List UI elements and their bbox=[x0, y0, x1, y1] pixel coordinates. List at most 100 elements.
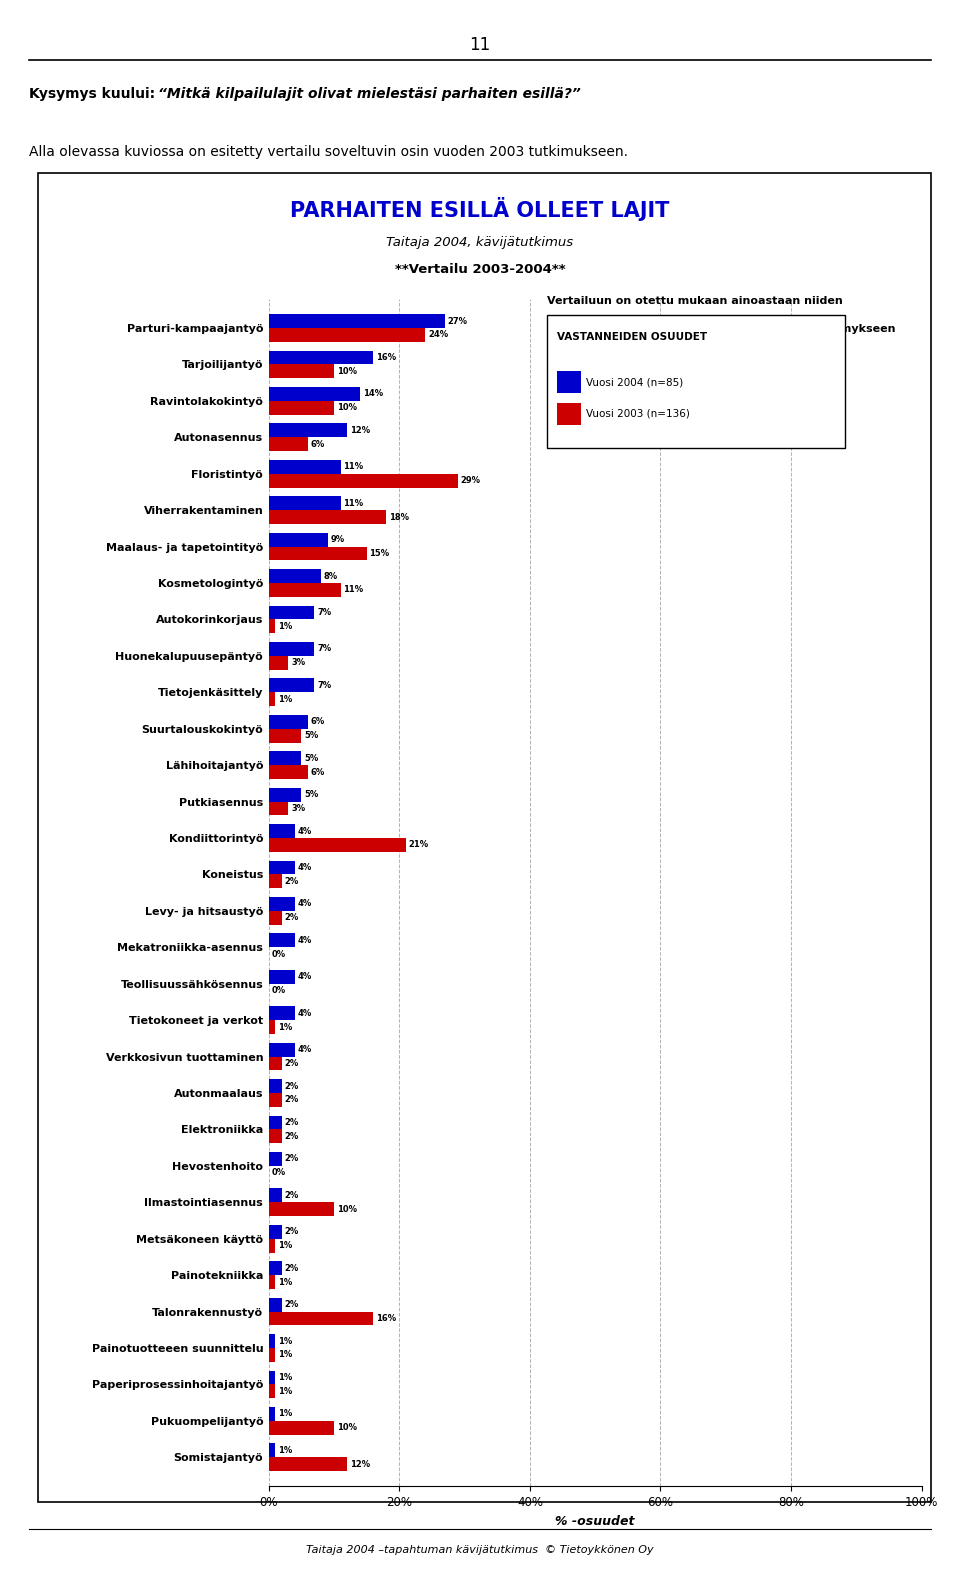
Text: 12%: 12% bbox=[349, 1460, 370, 1469]
Bar bbox=[269, 533, 327, 546]
Bar bbox=[269, 1420, 334, 1435]
Text: 1%: 1% bbox=[278, 1409, 292, 1419]
Bar bbox=[269, 329, 425, 341]
Bar bbox=[269, 678, 315, 692]
Text: Vuosi 2004 (n=85): Vuosi 2004 (n=85) bbox=[586, 378, 683, 387]
Text: 0%: 0% bbox=[272, 950, 285, 960]
Bar bbox=[269, 1384, 276, 1398]
Bar bbox=[269, 1021, 276, 1033]
Text: 3%: 3% bbox=[291, 804, 305, 813]
Text: Kysymys kuului:: Kysymys kuului: bbox=[29, 87, 159, 101]
X-axis label: % -osuudet: % -osuudet bbox=[556, 1515, 635, 1527]
Text: 11%: 11% bbox=[344, 499, 363, 508]
Text: 18%: 18% bbox=[389, 513, 409, 522]
Text: 29%: 29% bbox=[461, 477, 481, 484]
Bar bbox=[269, 1043, 295, 1057]
Text: 7%: 7% bbox=[317, 681, 331, 691]
Text: 1%: 1% bbox=[278, 695, 292, 703]
Bar bbox=[269, 1202, 334, 1216]
Text: 11: 11 bbox=[469, 36, 491, 53]
Text: 24%: 24% bbox=[428, 330, 448, 340]
Text: 4%: 4% bbox=[298, 972, 312, 982]
Text: 11%: 11% bbox=[344, 585, 363, 595]
Bar bbox=[269, 1115, 282, 1129]
Bar bbox=[269, 728, 301, 742]
Bar bbox=[269, 642, 315, 656]
Text: 4%: 4% bbox=[298, 936, 312, 945]
Text: 0%: 0% bbox=[272, 986, 285, 996]
Bar bbox=[269, 802, 288, 815]
Bar bbox=[269, 1225, 282, 1240]
Text: “Mitkä kilpailulajit olivat mielestäsi parhaiten esillä?”: “Mitkä kilpailulajit olivat mielestäsi p… bbox=[158, 87, 581, 101]
Text: 4%: 4% bbox=[298, 1044, 312, 1054]
Bar bbox=[269, 423, 348, 437]
Bar bbox=[269, 1298, 282, 1312]
Bar bbox=[269, 838, 406, 853]
Bar bbox=[269, 692, 276, 706]
Bar bbox=[269, 387, 360, 401]
Bar bbox=[269, 656, 288, 670]
Bar bbox=[269, 606, 315, 620]
Bar bbox=[269, 714, 308, 728]
Bar bbox=[269, 971, 295, 983]
Text: 2%: 2% bbox=[284, 1133, 299, 1140]
Bar bbox=[269, 497, 341, 510]
Bar bbox=[269, 1348, 276, 1362]
Text: 5%: 5% bbox=[304, 790, 319, 799]
Text: 4%: 4% bbox=[298, 1008, 312, 1018]
Text: 2%: 2% bbox=[284, 914, 299, 922]
Bar bbox=[269, 473, 458, 488]
Text: 27%: 27% bbox=[447, 316, 468, 326]
Text: 1%: 1% bbox=[278, 1241, 292, 1251]
Bar bbox=[269, 824, 295, 838]
Text: 0%: 0% bbox=[272, 1169, 285, 1177]
Text: 2%: 2% bbox=[284, 1263, 299, 1273]
Text: 11%: 11% bbox=[344, 462, 363, 472]
Text: 12%: 12% bbox=[349, 426, 370, 434]
Text: Vertailuun on otettu mukaan ainoastaan niiden: Vertailuun on otettu mukaan ainoastaan n… bbox=[547, 296, 843, 305]
Text: 2%: 2% bbox=[284, 1227, 299, 1236]
Text: 1%: 1% bbox=[278, 1277, 292, 1287]
Bar bbox=[269, 1093, 282, 1107]
Text: 10%: 10% bbox=[337, 367, 357, 376]
Bar bbox=[269, 569, 321, 584]
Bar bbox=[269, 875, 282, 889]
Text: Taitaja 2004, kävijätutkimus: Taitaja 2004, kävijätutkimus bbox=[387, 236, 573, 249]
Text: 9%: 9% bbox=[330, 535, 345, 544]
Text: 1%: 1% bbox=[278, 1337, 292, 1345]
Bar bbox=[269, 1151, 282, 1166]
Bar bbox=[269, 1079, 282, 1093]
Text: 10%: 10% bbox=[337, 1205, 357, 1214]
Text: 1%: 1% bbox=[278, 621, 292, 631]
Text: 2%: 2% bbox=[284, 1095, 299, 1104]
Text: 10%: 10% bbox=[337, 403, 357, 412]
Text: 2%: 2% bbox=[284, 1155, 299, 1164]
Text: 10%: 10% bbox=[337, 1424, 357, 1433]
Text: **Vertailu 2003-2004**: **Vertailu 2003-2004** bbox=[395, 263, 565, 275]
Bar bbox=[269, 365, 334, 378]
Bar bbox=[269, 401, 334, 415]
Bar bbox=[269, 1007, 295, 1021]
Text: 4%: 4% bbox=[298, 864, 312, 871]
Text: 7%: 7% bbox=[317, 645, 331, 653]
Text: 14%: 14% bbox=[363, 390, 383, 398]
Text: 1%: 1% bbox=[278, 1387, 292, 1395]
Bar bbox=[269, 1276, 276, 1288]
Bar bbox=[269, 1240, 276, 1252]
Bar bbox=[269, 459, 341, 473]
Text: 2%: 2% bbox=[284, 1059, 299, 1068]
Text: 6%: 6% bbox=[311, 717, 324, 727]
Bar bbox=[269, 546, 367, 560]
Text: Vuosi 2003 (n=136): Vuosi 2003 (n=136) bbox=[586, 409, 689, 418]
Bar bbox=[269, 1312, 373, 1326]
Text: 1%: 1% bbox=[278, 1446, 292, 1455]
Bar bbox=[269, 1334, 276, 1348]
Bar bbox=[269, 752, 301, 764]
Text: 2%: 2% bbox=[284, 1191, 299, 1200]
Bar bbox=[269, 1444, 276, 1457]
Text: 15%: 15% bbox=[370, 549, 390, 558]
Bar bbox=[269, 584, 341, 596]
Text: 2%: 2% bbox=[284, 1082, 299, 1090]
Text: Taitaja 2004 –tapahtuman kävijätutkimus  © Tietoykkönen Oy: Taitaja 2004 –tapahtuman kävijätutkimus … bbox=[306, 1545, 654, 1554]
Bar bbox=[269, 911, 282, 925]
